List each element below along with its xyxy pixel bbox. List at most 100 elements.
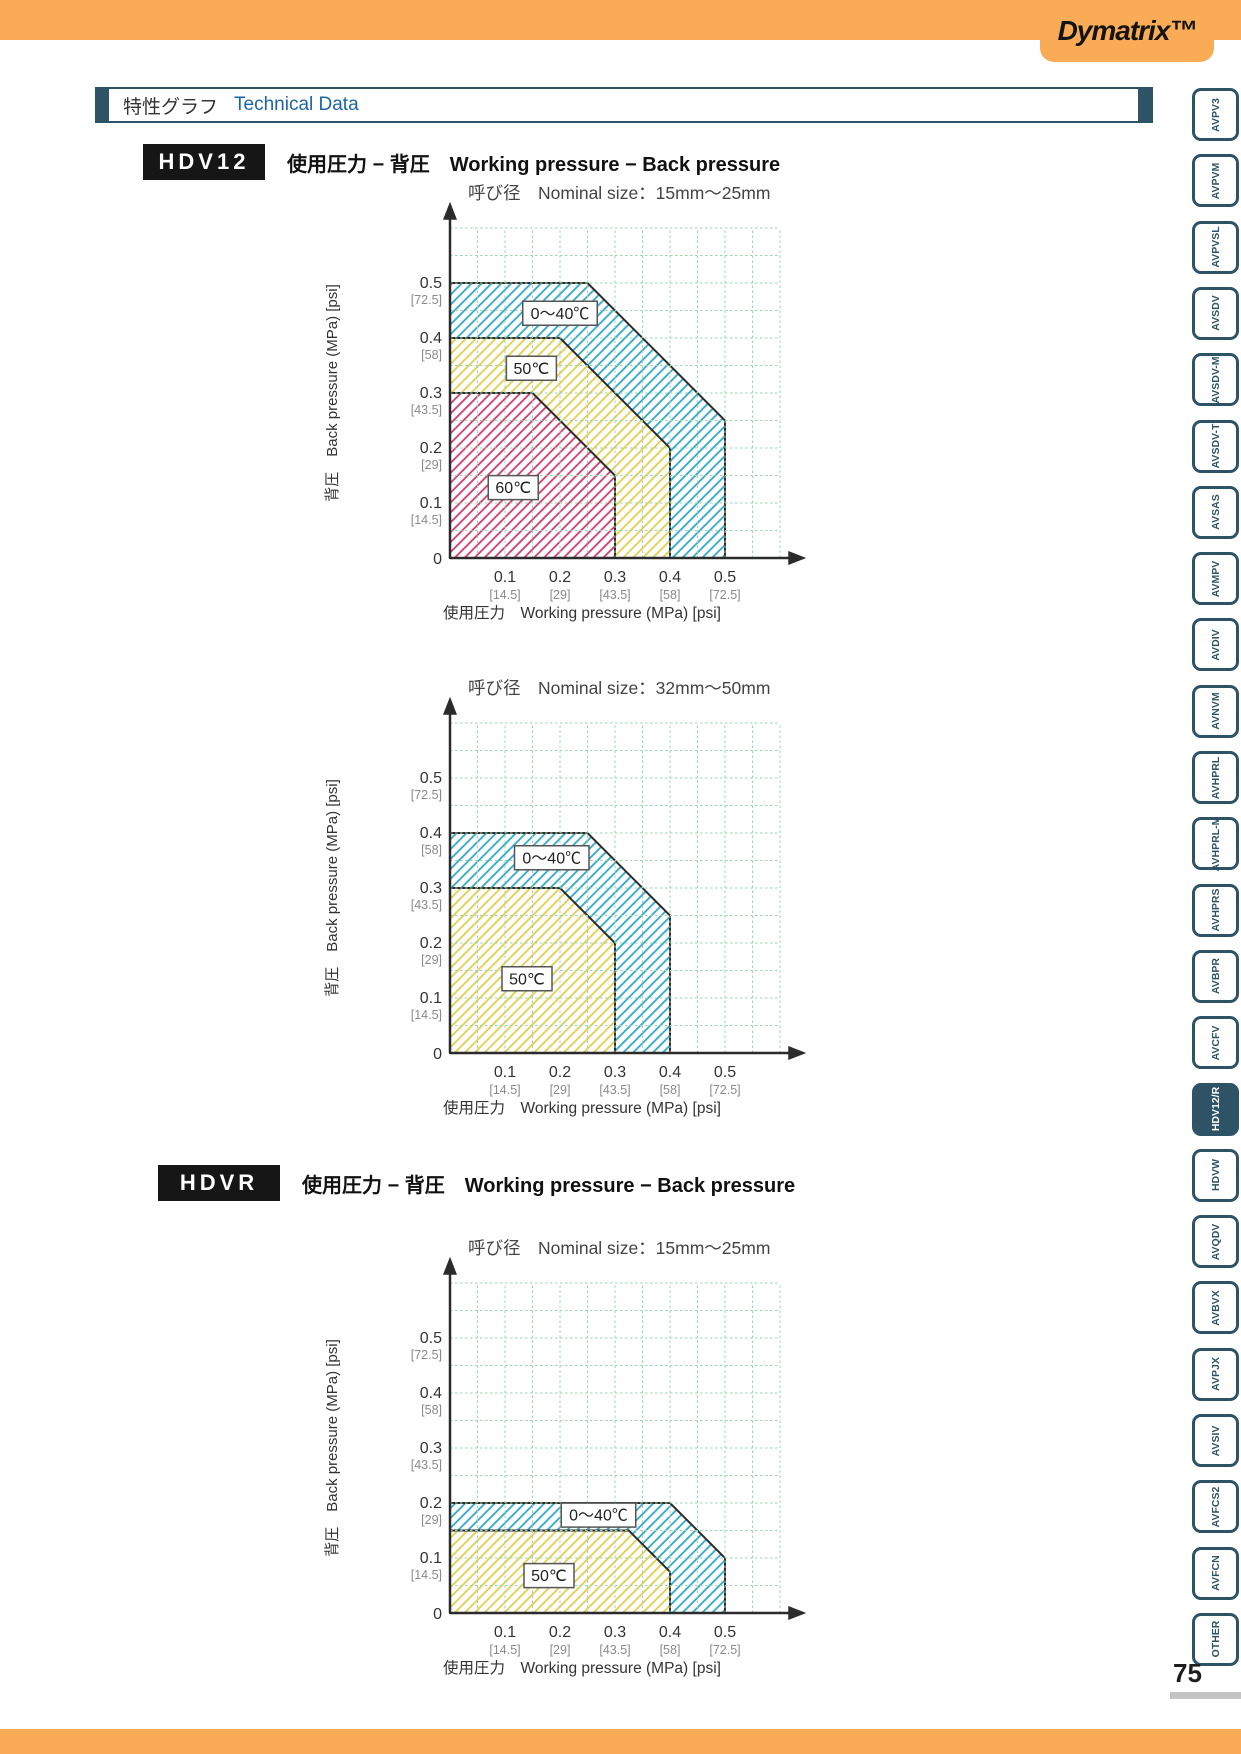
- sidebar-tab-label: AVBPR: [1209, 958, 1222, 995]
- sidebar-tab-label: AVSDV-T: [1209, 423, 1222, 469]
- svg-text:0.4: 0.4: [659, 569, 681, 586]
- svg-text:0.3: 0.3: [604, 569, 626, 586]
- svg-text:0.2: 0.2: [549, 1064, 571, 1081]
- svg-text:0: 0: [433, 1606, 442, 1623]
- svg-text:[14.5]: [14.5]: [489, 1643, 520, 1657]
- chart-hdv12-32-50mm: 0 0.1 [14.5] 0.1 [14.5] 0.2 [29] 0.2 [29] 0.3 [43.…: [300, 668, 880, 1130]
- svg-text:[14.5]: [14.5]: [411, 1008, 442, 1022]
- svg-text:[58]: [58]: [421, 843, 442, 857]
- footer-gray-bar: [1170, 1692, 1241, 1699]
- svg-text:0.2: 0.2: [549, 569, 571, 586]
- page-title-en: Technical Data: [234, 94, 359, 115]
- svg-text:背圧 Back pressure (MPa) [psi]: 背圧 Back pressure (MPa) [psi]: [324, 1339, 341, 1557]
- chart-hdvr-15-25mm: 0 0.1 [14.5] 0.1 [14.5] 0.2 [29] 0.2 [29] 0.3 [43.…: [300, 1228, 880, 1690]
- svg-text:[43.5]: [43.5]: [411, 1458, 442, 1472]
- svg-text:使用圧力 Working pressure (MPa) [p: 使用圧力 Working pressure (MPa) [psi]: [443, 1659, 721, 1677]
- svg-text:[72.5]: [72.5]: [709, 1083, 740, 1097]
- sidebar-tab-avpvsl[interactable]: AVPVSL: [1192, 220, 1239, 274]
- sidebar-tab-avqdv[interactable]: AVQDV: [1192, 1215, 1239, 1269]
- svg-text:[29]: [29]: [550, 1643, 571, 1657]
- sidebar-tab-label: AVPV3: [1209, 97, 1222, 132]
- svg-text:[72.5]: [72.5]: [709, 588, 740, 602]
- svg-text:0.1: 0.1: [420, 990, 442, 1007]
- sidebar-tab-avhprs[interactable]: AVHPRS: [1192, 883, 1239, 937]
- pressure-chart-svg-0: 00.1[14.5]0.1[14.5]0.2[29]0.2[29]0.3[43.…: [324, 183, 807, 622]
- sidebar-tab-avsiv[interactable]: AVSIV: [1192, 1414, 1239, 1467]
- sidebar-tab-label: HDVW: [1209, 1159, 1222, 1192]
- svg-text:0.4: 0.4: [420, 1385, 442, 1402]
- svg-text:[43.5]: [43.5]: [411, 403, 442, 417]
- brand-logo-text: Dymatrix™: [1057, 15, 1198, 46]
- chart-hdv12-15-25mm: 0 0.1 [14.5] 0.1 [14.5] 0.2 [29] 0.2 [29] 0.3 [43.…: [300, 173, 880, 635]
- svg-text:[29]: [29]: [421, 1513, 442, 1527]
- svg-text:0.4: 0.4: [659, 1064, 681, 1081]
- sidebar-tab-avpv3[interactable]: AVPV3: [1192, 88, 1239, 141]
- sidebar-tab-label: AVFCS2: [1209, 1486, 1222, 1528]
- sidebar-tab-avfcn[interactable]: AVFCN: [1192, 1546, 1239, 1600]
- svg-text:0.5: 0.5: [420, 770, 442, 787]
- svg-text:50℃: 50℃: [509, 971, 545, 988]
- svg-text:[58]: [58]: [660, 1083, 681, 1097]
- svg-text:[14.5]: [14.5]: [489, 588, 520, 602]
- svg-text:[43.5]: [43.5]: [599, 588, 630, 602]
- svg-text:0: 0: [433, 551, 442, 568]
- svg-text:50℃: 50℃: [514, 361, 550, 378]
- svg-text:0.5: 0.5: [714, 1064, 736, 1081]
- sidebar-tab-hdv12-r[interactable]: HDV12/R: [1192, 1082, 1239, 1136]
- svg-text:0: 0: [433, 1046, 442, 1063]
- svg-text:[72.5]: [72.5]: [411, 788, 442, 802]
- svg-text:0～40℃: 0～40℃: [569, 1508, 628, 1525]
- page-number: 75: [1173, 1658, 1202, 1688]
- section-header-hdvr: HDVR 使用圧力 − 背圧 Working pressure − Back p…: [158, 1165, 795, 1201]
- sidebar-tab-avsdv-m[interactable]: AVSDV-M: [1192, 353, 1239, 407]
- svg-text:0.3: 0.3: [604, 1624, 626, 1641]
- svg-text:0.1: 0.1: [494, 1064, 516, 1081]
- pressure-chart-svg-1: 00.1[14.5]0.1[14.5]0.2[29]0.2[29]0.3[43.…: [324, 678, 807, 1117]
- sidebar-tab-avcfv[interactable]: AVCFV: [1192, 1016, 1239, 1070]
- svg-text:60℃: 60℃: [495, 480, 531, 497]
- model-badge-hdvr: HDVR: [158, 1165, 280, 1201]
- sidebar-tab-label: AVSDV: [1209, 295, 1222, 332]
- sidebar-tab-avdiv[interactable]: AVDIV: [1192, 618, 1239, 672]
- sidebar-tab-other[interactable]: OTHER: [1192, 1612, 1239, 1666]
- svg-text:[72.5]: [72.5]: [411, 1348, 442, 1362]
- sidebar-tab-hdvw[interactable]: HDVW: [1192, 1148, 1239, 1202]
- svg-text:[29]: [29]: [421, 458, 442, 472]
- sidebar-tab-avpjx[interactable]: AVPJX: [1192, 1347, 1239, 1401]
- sidebar-tab-avpvm[interactable]: AVPVM: [1192, 154, 1239, 208]
- header-accent-bar: [97, 89, 109, 121]
- svg-text:0.3: 0.3: [420, 385, 442, 402]
- sidebar-tab-avsdv-t[interactable]: AVSDV-T: [1192, 419, 1239, 473]
- svg-text:[29]: [29]: [550, 588, 571, 602]
- svg-text:0.1: 0.1: [420, 495, 442, 512]
- svg-text:0.3: 0.3: [604, 1064, 626, 1081]
- svg-text:[43.5]: [43.5]: [411, 898, 442, 912]
- sidebar-tab-avnvm[interactable]: AVNVM: [1192, 684, 1239, 738]
- section-title-hdvr: 使用圧力 − 背圧 Working pressure − Back pressu…: [302, 1174, 796, 1197]
- sidebar-tab-label: AVCFV: [1209, 1025, 1222, 1061]
- svg-text:呼び径 Nominal size：15mm～25mm: 呼び径 Nominal size：15mm～25mm: [468, 1238, 770, 1258]
- svg-text:0.4: 0.4: [420, 330, 442, 347]
- svg-text:0.5: 0.5: [714, 569, 736, 586]
- header-endcap: [1138, 89, 1151, 121]
- sidebar-tab-avfcs2[interactable]: AVFCS2: [1192, 1480, 1239, 1534]
- sidebar-tab-avsdv[interactable]: AVSDV: [1192, 286, 1239, 340]
- sidebar-tab-label: OTHER: [1209, 1621, 1222, 1658]
- sidebar-tab-avsas[interactable]: AVSAS: [1192, 485, 1239, 539]
- svg-text:[72.5]: [72.5]: [411, 293, 442, 307]
- page-title-jp: 特性グラフ: [123, 96, 219, 118]
- sidebar-tab-column: AVPV3 AVPVM AVPVSL AVSDV AVSDV-M AVSDV-T AVSAS…: [1185, 0, 1241, 1754]
- sidebar-tab-avbpr[interactable]: AVBPR: [1192, 949, 1239, 1003]
- sidebar-tab-avhprl-m[interactable]: AVHPRL-M: [1192, 816, 1239, 871]
- sidebar-tab-label: AVSIV: [1209, 1425, 1222, 1456]
- sidebar-tab-avmpv[interactable]: AVMPV: [1192, 552, 1239, 606]
- sidebar-tab-avhprl[interactable]: AVHPRL: [1192, 751, 1239, 804]
- sidebar-tab-label: AVPJX: [1209, 1357, 1222, 1392]
- sidebar-tab-label: AVBVX: [1209, 1290, 1222, 1326]
- svg-text:[58]: [58]: [660, 588, 681, 602]
- sidebar-tab-avbvx[interactable]: AVBVX: [1192, 1281, 1239, 1335]
- sidebar-tab-label: AVNVM: [1209, 692, 1222, 730]
- bottom-orange-band: [0, 1729, 1241, 1754]
- svg-text:0.2: 0.2: [549, 1624, 571, 1641]
